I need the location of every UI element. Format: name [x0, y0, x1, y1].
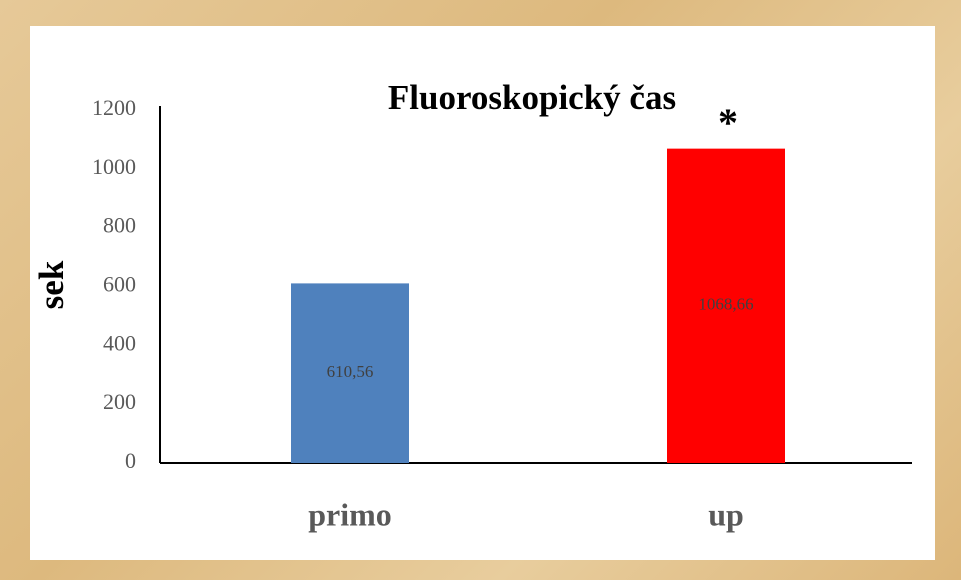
y-axis-label: sek [32, 260, 71, 309]
bar [667, 148, 785, 463]
y-tick-label: 400 [103, 330, 136, 355]
x-tick-label: up [708, 496, 744, 532]
chart-title: Fluoroskopický čas [388, 78, 676, 117]
annotation: * [718, 100, 738, 145]
y-tick-label: 0 [125, 448, 136, 473]
value-label: 1068,66 [698, 295, 753, 314]
y-tick-label: 800 [103, 213, 136, 238]
y-tick-label: 200 [103, 389, 136, 414]
y-tick-label: 1200 [92, 95, 136, 120]
value-label: 610,56 [327, 362, 374, 381]
y-tick-label: 1000 [92, 154, 136, 179]
y-tick-label: 600 [103, 272, 136, 297]
x-tick-label: primo [308, 496, 392, 532]
bar [291, 283, 409, 463]
